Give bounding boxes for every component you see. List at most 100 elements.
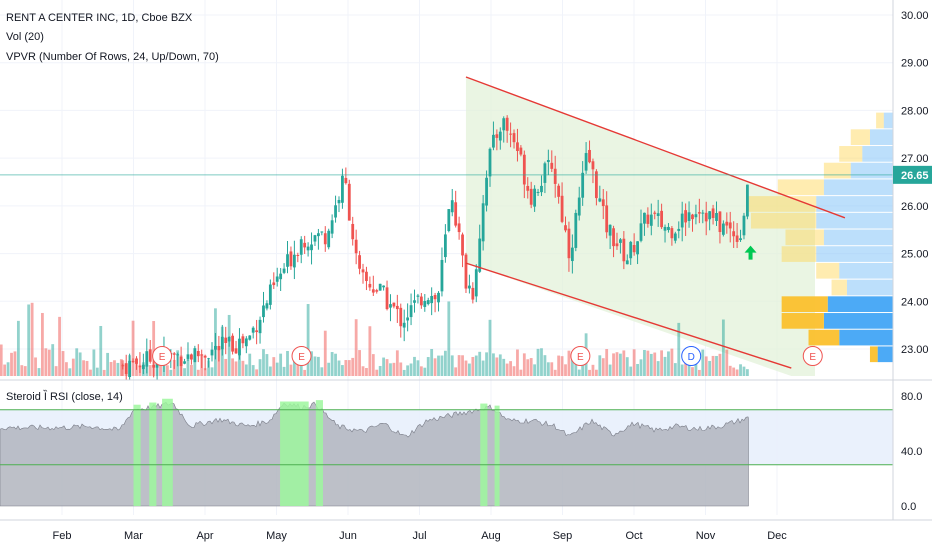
- candle-body: [739, 238, 742, 241]
- marker-label: E: [577, 352, 584, 363]
- candle-body: [440, 259, 444, 292]
- volume-indicator-label[interactable]: Vol (20): [6, 31, 44, 43]
- candle-body: [210, 349, 214, 356]
- candle-body: [244, 338, 248, 347]
- volume-bar: [519, 369, 523, 376]
- volume-bar: [234, 361, 238, 376]
- volume-bar: [152, 321, 156, 376]
- volume-bar: [95, 367, 99, 376]
- volume-profile: [747, 112, 893, 363]
- price-tick-label: 28.00: [901, 105, 929, 117]
- vp-down-bar: [831, 279, 847, 296]
- vp-down-bar: [750, 212, 817, 229]
- volume-bar: [721, 319, 725, 376]
- volume-bar: [186, 359, 190, 376]
- volume-bar: [275, 362, 279, 376]
- candle-body: [529, 188, 533, 205]
- volume-bar: [739, 364, 742, 376]
- volume-bar: [282, 366, 286, 376]
- volume-bar: [570, 351, 574, 376]
- volume-bar: [605, 349, 609, 376]
- rsi-indicator-label[interactable]: Steroid Ȉ RSI (close, 14): [6, 391, 123, 403]
- candle-body: [251, 327, 255, 333]
- volume-bar: [461, 355, 464, 376]
- candle-body: [680, 213, 684, 228]
- candle-body: [241, 336, 245, 344]
- candle-body: [351, 223, 355, 240]
- volume-bar: [430, 349, 434, 376]
- candle-body: [430, 295, 434, 304]
- time-tick-label: Oct: [625, 530, 642, 542]
- volume-bar: [725, 349, 729, 376]
- candle-body: [468, 285, 471, 289]
- candle-body: [172, 353, 176, 355]
- candle-body: [179, 356, 183, 367]
- volume-bar: [512, 366, 516, 376]
- channel-lower-line: [465, 262, 792, 369]
- candle-body: [196, 351, 200, 357]
- candle-body: [526, 185, 530, 191]
- candle-body: [715, 213, 718, 221]
- volume-bar: [16, 320, 20, 376]
- candle-body: [190, 354, 193, 360]
- candle-body: [413, 300, 416, 303]
- candle-body: [282, 268, 286, 273]
- time-tick-label: Jul: [412, 530, 426, 542]
- candle-body: [358, 255, 361, 269]
- candle-body: [344, 177, 348, 184]
- volume-bar: [543, 355, 547, 376]
- marker-label: E: [298, 352, 305, 363]
- volume-bar: [612, 353, 615, 376]
- candle-body: [310, 244, 313, 251]
- volume-bar: [217, 349, 221, 376]
- vp-up-bar: [823, 313, 893, 329]
- candle-body: [313, 235, 317, 242]
- vp-down-bar: [839, 146, 863, 162]
- candle-body: [615, 243, 619, 247]
- candle-body: [296, 254, 300, 256]
- candle-body: [327, 230, 331, 248]
- volume-bar: [684, 362, 688, 376]
- volume-bar: [244, 364, 248, 376]
- volume-bar: [347, 360, 351, 376]
- candle-body: [443, 234, 447, 258]
- volume-bar: [265, 354, 269, 376]
- vp-up-bar: [816, 196, 893, 212]
- volume-bar: [306, 304, 310, 376]
- candle-body: [643, 212, 646, 224]
- volume-bar: [30, 302, 34, 376]
- volume-bar: [382, 357, 386, 376]
- candle-body: [389, 304, 392, 308]
- volume-bar: [419, 366, 423, 376]
- candle-body: [632, 245, 636, 253]
- candle-body: [265, 303, 269, 309]
- volume-bar: [334, 353, 337, 376]
- candle-body: [464, 254, 468, 289]
- volume-bar: [509, 361, 512, 376]
- vpvr-indicator-label[interactable]: VPVR (Number Of Rows, 24, Up/Down, 70): [6, 51, 219, 63]
- volume-bar: [37, 368, 41, 376]
- volume-bar: [203, 368, 207, 376]
- volume-bar: [310, 351, 313, 376]
- volume-bar: [474, 355, 478, 376]
- volume-bar: [591, 364, 595, 376]
- candle-body: [478, 238, 482, 272]
- volume-bar: [495, 357, 499, 376]
- candle-body: [447, 209, 451, 231]
- time-tick-label: May: [266, 530, 287, 542]
- candle-body: [457, 223, 461, 233]
- volume-bar: [406, 365, 410, 376]
- volume-bar: [330, 352, 334, 376]
- volume-bar: [303, 369, 307, 376]
- volume-bar: [742, 366, 746, 376]
- candle-body: [138, 366, 142, 368]
- volume-bar: [457, 355, 461, 376]
- volume-bar: [268, 366, 272, 376]
- candle-body: [588, 149, 591, 163]
- volume-bar: [536, 348, 540, 376]
- candle-body: [471, 287, 475, 300]
- time-tick-label: Nov: [696, 530, 716, 542]
- candle-body: [649, 214, 653, 226]
